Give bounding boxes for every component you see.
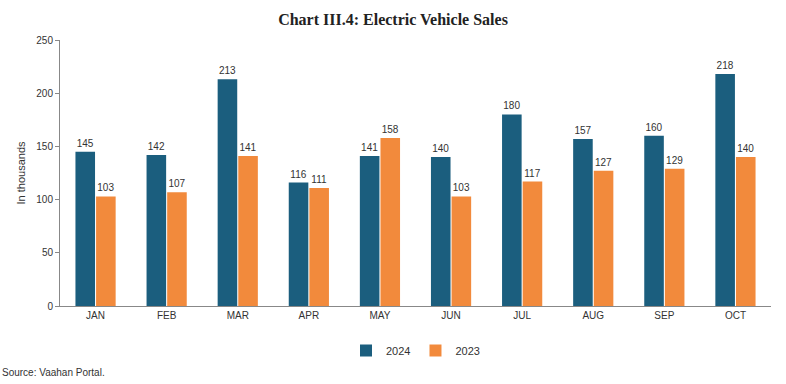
svg-text:In thousands: In thousands xyxy=(15,141,27,204)
svg-text:213: 213 xyxy=(219,65,236,76)
svg-text:APR: APR xyxy=(299,310,320,321)
svg-text:117: 117 xyxy=(524,168,540,179)
svg-text:250: 250 xyxy=(36,35,53,46)
svg-text:140: 140 xyxy=(737,143,754,154)
svg-text:157: 157 xyxy=(574,125,591,136)
svg-text:MAR: MAR xyxy=(227,310,249,321)
svg-text:Chart III.4: Electric Vehicle: Chart III.4: Electric Vehicle Sales xyxy=(278,11,508,28)
svg-text:JUL: JUL xyxy=(513,310,531,321)
svg-text:JUN: JUN xyxy=(441,310,460,321)
svg-text:0: 0 xyxy=(47,301,53,312)
svg-text:50: 50 xyxy=(42,247,54,258)
svg-text:129: 129 xyxy=(666,155,683,166)
svg-text:140: 140 xyxy=(432,143,449,154)
svg-text:145: 145 xyxy=(77,138,94,149)
svg-text:180: 180 xyxy=(503,100,520,111)
svg-text:OCT: OCT xyxy=(725,310,746,321)
svg-text:158: 158 xyxy=(382,124,399,135)
svg-text:141: 141 xyxy=(239,142,256,153)
svg-text:127: 127 xyxy=(595,157,612,168)
svg-text:107: 107 xyxy=(168,178,185,189)
svg-text:FEB: FEB xyxy=(157,310,177,321)
svg-text:218: 218 xyxy=(717,60,734,71)
svg-text:111: 111 xyxy=(311,174,327,185)
svg-text:116: 116 xyxy=(290,169,306,180)
svg-text:103: 103 xyxy=(97,182,114,193)
svg-text:150: 150 xyxy=(36,141,53,152)
svg-text:100: 100 xyxy=(36,194,53,205)
svg-text:AUG: AUG xyxy=(582,310,604,321)
svg-text:142: 142 xyxy=(148,141,165,152)
svg-text:SEP: SEP xyxy=(654,310,674,321)
svg-text:Source: Vaahan Portal.: Source: Vaahan Portal. xyxy=(2,367,105,378)
svg-text:160: 160 xyxy=(645,122,662,133)
svg-text:MAY: MAY xyxy=(369,310,390,321)
svg-text:2023: 2023 xyxy=(455,345,479,357)
svg-text:JAN: JAN xyxy=(86,310,105,321)
svg-text:2024: 2024 xyxy=(386,345,410,357)
svg-text:200: 200 xyxy=(36,88,53,99)
svg-text:103: 103 xyxy=(453,182,470,193)
svg-text:141: 141 xyxy=(361,142,378,153)
